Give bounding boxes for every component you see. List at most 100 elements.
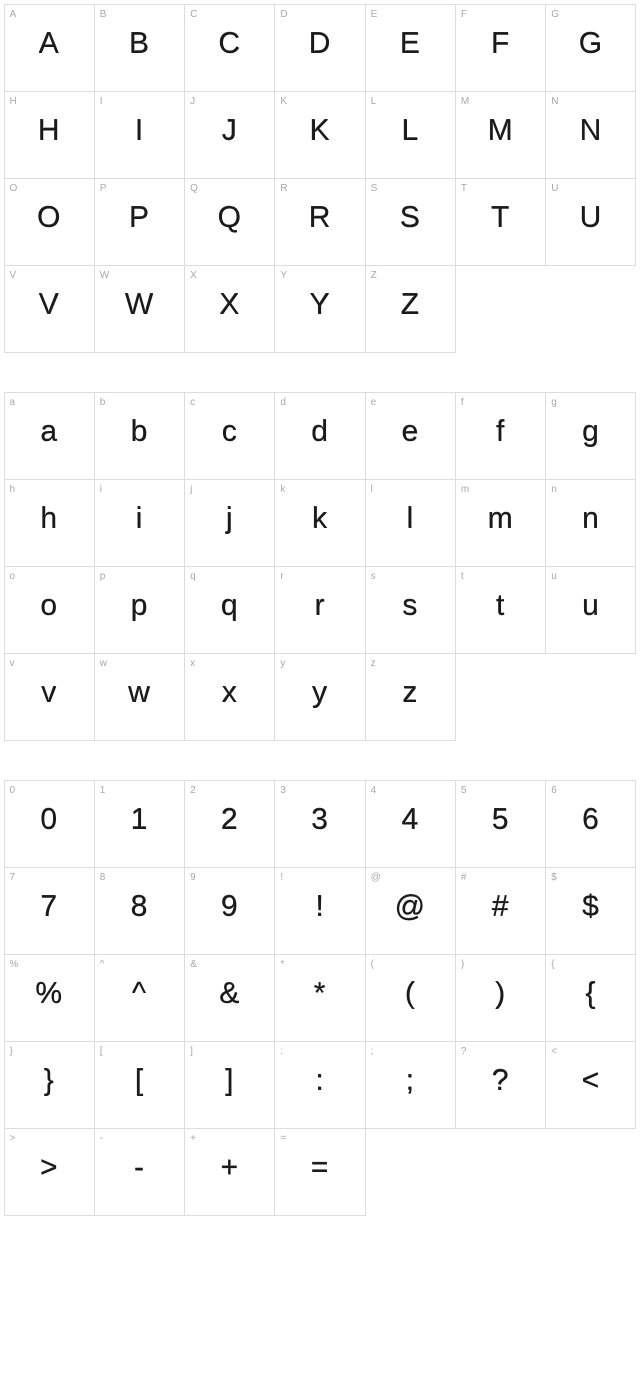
charmap-cell: ee [365, 392, 456, 480]
charmap-cell-glyph: y [275, 676, 364, 710]
charmap-cell-label: P [100, 183, 107, 194]
charmap-cell: 11 [94, 780, 185, 868]
charmap-cell-label: ^ [100, 959, 105, 970]
charmap-cell-glyph: f [456, 415, 545, 449]
charmap-cell-glyph: Y [275, 288, 364, 322]
charmap-cell: AA [4, 4, 95, 92]
charmap-cell: FF [455, 4, 546, 92]
charmap-section-uppercase: AABBCCDDEEFFGGHHIIJJKKLLMMNNOOPPQQRRSSTT… [4, 4, 636, 352]
charmap-cell-glyph: 4 [366, 803, 455, 837]
charmap-cell-label: * [280, 959, 284, 970]
charmap-cell-glyph: V [5, 288, 94, 322]
charmap-cell: KK [274, 91, 365, 179]
charmap-cell-glyph: z [366, 676, 455, 710]
charmap-cell: xx [184, 653, 275, 741]
charmap-cell-label: Z [371, 270, 377, 281]
charmap-cell-glyph: { [546, 977, 635, 1011]
charmap-cell-label: 1 [100, 785, 106, 796]
charmap-cell-label: - [100, 1133, 103, 1144]
charmap-cell: 99 [184, 867, 275, 955]
charmap-cell-glyph: x [185, 676, 274, 710]
charmap-cell-label: M [461, 96, 469, 107]
charmap-cell: RR [274, 178, 365, 266]
charmap-cell-glyph: b [95, 415, 184, 449]
charmap-cell: jj [184, 479, 275, 567]
charmap-cell-label: R [280, 183, 287, 194]
charmap-cell-glyph: c [185, 415, 274, 449]
charmap-cell-label: r [280, 571, 283, 582]
charmap-cell: II [94, 91, 185, 179]
charmap-cell-glyph: R [275, 201, 364, 235]
charmap-cell: 44 [365, 780, 456, 868]
charmap-cell-glyph: F [456, 27, 545, 61]
charmap-cell: qq [184, 566, 275, 654]
charmap-cell-label: ; [371, 1046, 374, 1057]
charmap-cell-label: e [371, 397, 377, 408]
charmap-cell-label: y [280, 658, 285, 669]
charmap-cell-label: t [461, 571, 464, 582]
charmap-cell-label: 5 [461, 785, 467, 796]
charmap-cell-glyph: r [275, 589, 364, 623]
charmap-cell: $$ [545, 867, 636, 955]
charmap-cell-label: O [10, 183, 18, 194]
charmap-cell: LL [365, 91, 456, 179]
charmap-cell-label: k [280, 484, 285, 495]
charmap-cell-glyph: 5 [456, 803, 545, 837]
charmap-cell: JJ [184, 91, 275, 179]
charmap-cell-glyph: 0 [5, 803, 94, 837]
charmap-cell-label: Y [280, 270, 287, 281]
charmap-cell-label: 0 [10, 785, 16, 796]
charmap-cell: DD [274, 4, 365, 92]
charmap-cell: GG [545, 4, 636, 92]
charmap-cell: vv [4, 653, 95, 741]
charmap-cell: aa [4, 392, 95, 480]
charmap-cell-label: o [10, 571, 16, 582]
charmap-cell: ZZ [365, 265, 456, 353]
charmap-cell-glyph: w [95, 676, 184, 710]
charmap-cell: ll [365, 479, 456, 567]
charmap-cell-label: p [100, 571, 106, 582]
charmap-cell-label: } [10, 1046, 13, 1057]
charmap-cell: 00 [4, 780, 95, 868]
charmap-cell-glyph: J [185, 114, 274, 148]
charmap-cell-label: 4 [371, 785, 377, 796]
charmap-cell-glyph: X [185, 288, 274, 322]
charmap-cell: dd [274, 392, 365, 480]
charmap-cell: XX [184, 265, 275, 353]
charmap-cell-label: I [100, 96, 103, 107]
charmap-cell-glyph: ; [366, 1064, 455, 1098]
charmap-cell: ff [455, 392, 546, 480]
charmap-cell-label: ! [280, 872, 283, 883]
charmap-cell-label: ? [461, 1046, 467, 1057]
charmap-cell: nn [545, 479, 636, 567]
charmap-cell: %% [4, 954, 95, 1042]
charmap-cell-label: Q [190, 183, 198, 194]
charmap-cell-glyph: @ [366, 890, 455, 924]
charmap-cell-glyph: * [275, 977, 364, 1011]
charmap-cell-glyph: ) [456, 977, 545, 1011]
charmap-cell-glyph: ] [185, 1064, 274, 1098]
charmap-cell: HH [4, 91, 95, 179]
charmap-cell-glyph: K [275, 114, 364, 148]
charmap-cell-label: u [551, 571, 557, 582]
charmap-cell-glyph: % [5, 977, 94, 1011]
charmap-cell-glyph: k [275, 502, 364, 536]
charmap-cell: OO [4, 178, 95, 266]
charmap-cell-glyph: A [5, 27, 94, 61]
charmap-cell-label: j [190, 484, 192, 495]
charmap-cell: == [274, 1128, 365, 1216]
charmap-cell: tt [455, 566, 546, 654]
charmap-cell-glyph: D [275, 27, 364, 61]
charmap-cell: UU [545, 178, 636, 266]
charmap-cell: :: [274, 1041, 365, 1129]
charmap-cell-glyph: I [95, 114, 184, 148]
charmap-cell-glyph: ^ [95, 977, 184, 1011]
charmap-cell: 77 [4, 867, 95, 955]
charmap-cell: oo [4, 566, 95, 654]
charmap-cell-label: L [371, 96, 377, 107]
charmap-cell-label: 8 [100, 872, 106, 883]
charmap-cell: ** [274, 954, 365, 1042]
charmap-cell-label: X [190, 270, 197, 281]
charmap-cell: 33 [274, 780, 365, 868]
charmap-cell: EE [365, 4, 456, 92]
